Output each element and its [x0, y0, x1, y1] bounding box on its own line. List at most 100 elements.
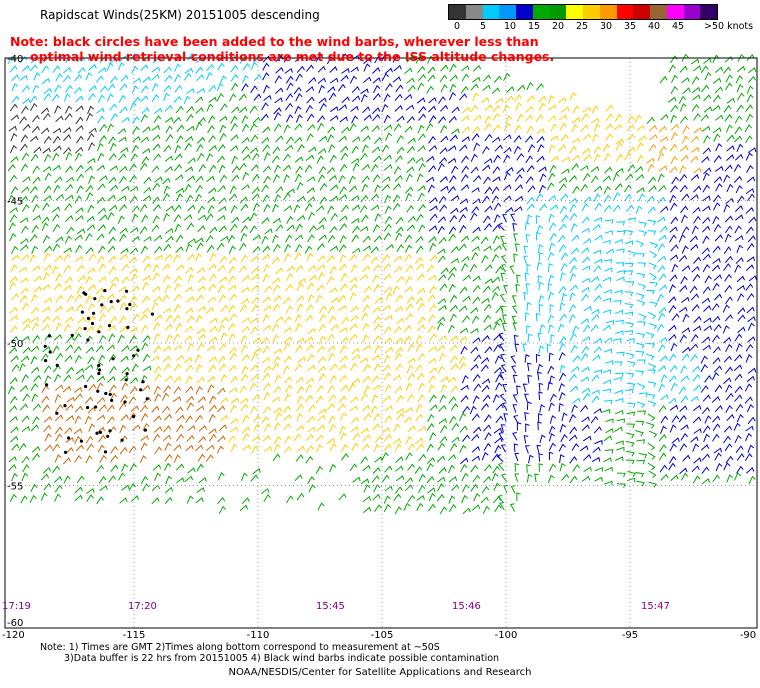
wind-barb: [458, 355, 467, 364]
wind-barb: [560, 134, 569, 142]
wind-barb: [407, 157, 416, 164]
wind-barb: [118, 402, 127, 411]
wind-barb: [53, 184, 61, 193]
wind-barb: [636, 480, 645, 487]
wind-barb: [317, 356, 326, 364]
wind-barb: [360, 392, 369, 401]
wind-barb: [491, 87, 500, 95]
wind-barb: [450, 207, 459, 214]
wind-barb: [581, 387, 591, 394]
wind-barb: [315, 395, 324, 404]
wind-barb: [173, 314, 181, 323]
wind-barb: [636, 439, 645, 444]
wind-barb: [471, 245, 480, 252]
wind-barb: [725, 384, 733, 393]
wind-barb: [75, 244, 83, 253]
wind-barb: [10, 132, 18, 142]
wind-barb: [52, 152, 60, 161]
wind-barb: [371, 354, 381, 361]
wind-barb: [590, 324, 599, 332]
wind-barb: [460, 395, 469, 403]
wind-barb: [161, 392, 170, 401]
wind-barb: [251, 267, 260, 274]
wind-barb: [394, 443, 402, 452]
wind-barb: [251, 296, 260, 305]
wind-barb: [108, 176, 117, 184]
wind-barb: [240, 203, 249, 212]
wind-barb: [503, 413, 509, 422]
contamination-circle: [100, 303, 104, 307]
wind-barb: [140, 245, 149, 254]
wind-barb: [97, 245, 106, 254]
wind-barb: [383, 286, 393, 294]
wind-barb: [154, 176, 163, 183]
wind-barb: [238, 265, 247, 273]
wind-barb: [184, 356, 193, 364]
wind-barb: [458, 336, 468, 343]
wind-barb: [714, 405, 723, 413]
wind-barb: [253, 55, 262, 63]
legend-color-bar: [448, 4, 718, 20]
wind-barb: [581, 345, 590, 354]
wind-barb: [603, 185, 611, 195]
wind-barb: [74, 415, 82, 424]
wind-barb: [175, 105, 184, 114]
wind-barb: [184, 286, 193, 293]
wind-barb: [538, 453, 544, 462]
wind-barb: [714, 234, 723, 242]
wind-barb: [275, 135, 284, 143]
wind-barb: [274, 87, 284, 94]
wind-barb: [308, 211, 316, 221]
wind-barb: [636, 253, 645, 258]
wind-barb: [417, 324, 426, 332]
wind-barb: [701, 466, 710, 474]
wind-barb: [297, 278, 307, 285]
wind-barb: [20, 495, 28, 504]
wind-barb: [670, 156, 678, 165]
wind-barb: [568, 175, 578, 183]
wind-barb: [108, 226, 117, 235]
wind-barb: [296, 492, 305, 501]
wind-barb: [472, 92, 480, 101]
wind-barb: [7, 164, 16, 172]
wind-barb: [65, 344, 74, 352]
wind-barb: [680, 214, 688, 223]
wind-barb: [76, 173, 84, 182]
wind-barb: [735, 235, 744, 242]
wind-barb: [162, 355, 171, 363]
wind-barb: [197, 152, 205, 162]
wind-barb: [693, 215, 701, 224]
wind-barb: [384, 346, 394, 354]
wind-barb: [296, 65, 305, 73]
wind-barb: [691, 146, 700, 153]
wind-barb: [21, 65, 30, 72]
wind-barb: [492, 112, 501, 121]
wind-barb: [262, 144, 271, 152]
wind-barb: [394, 93, 403, 102]
wind-barb: [118, 294, 127, 303]
wind-barb: [197, 285, 206, 292]
wind-barb: [514, 243, 520, 252]
wind-barb: [592, 223, 601, 231]
wind-barb: [231, 155, 239, 165]
wind-barb: [296, 282, 304, 292]
wind-barb: [98, 263, 106, 272]
wind-barb: [75, 214, 84, 222]
wind-barb: [560, 272, 566, 281]
wind-barb: [139, 162, 148, 171]
wind-barb: [29, 95, 38, 104]
wind-barb: [76, 228, 86, 235]
wind-barb: [647, 442, 656, 451]
wind-barb: [65, 176, 75, 183]
wind-barb: [548, 463, 557, 472]
wind-barb: [172, 396, 182, 403]
wind-barb: [624, 291, 634, 297]
wind-barb: [524, 114, 533, 123]
wind-barb: [692, 475, 701, 484]
wind-barb: [95, 324, 104, 333]
wind-barb: [602, 324, 612, 331]
wind-barb: [615, 167, 624, 174]
wind-barb: [33, 146, 42, 154]
wind-barb: [502, 402, 508, 411]
wind-barb: [164, 155, 174, 162]
